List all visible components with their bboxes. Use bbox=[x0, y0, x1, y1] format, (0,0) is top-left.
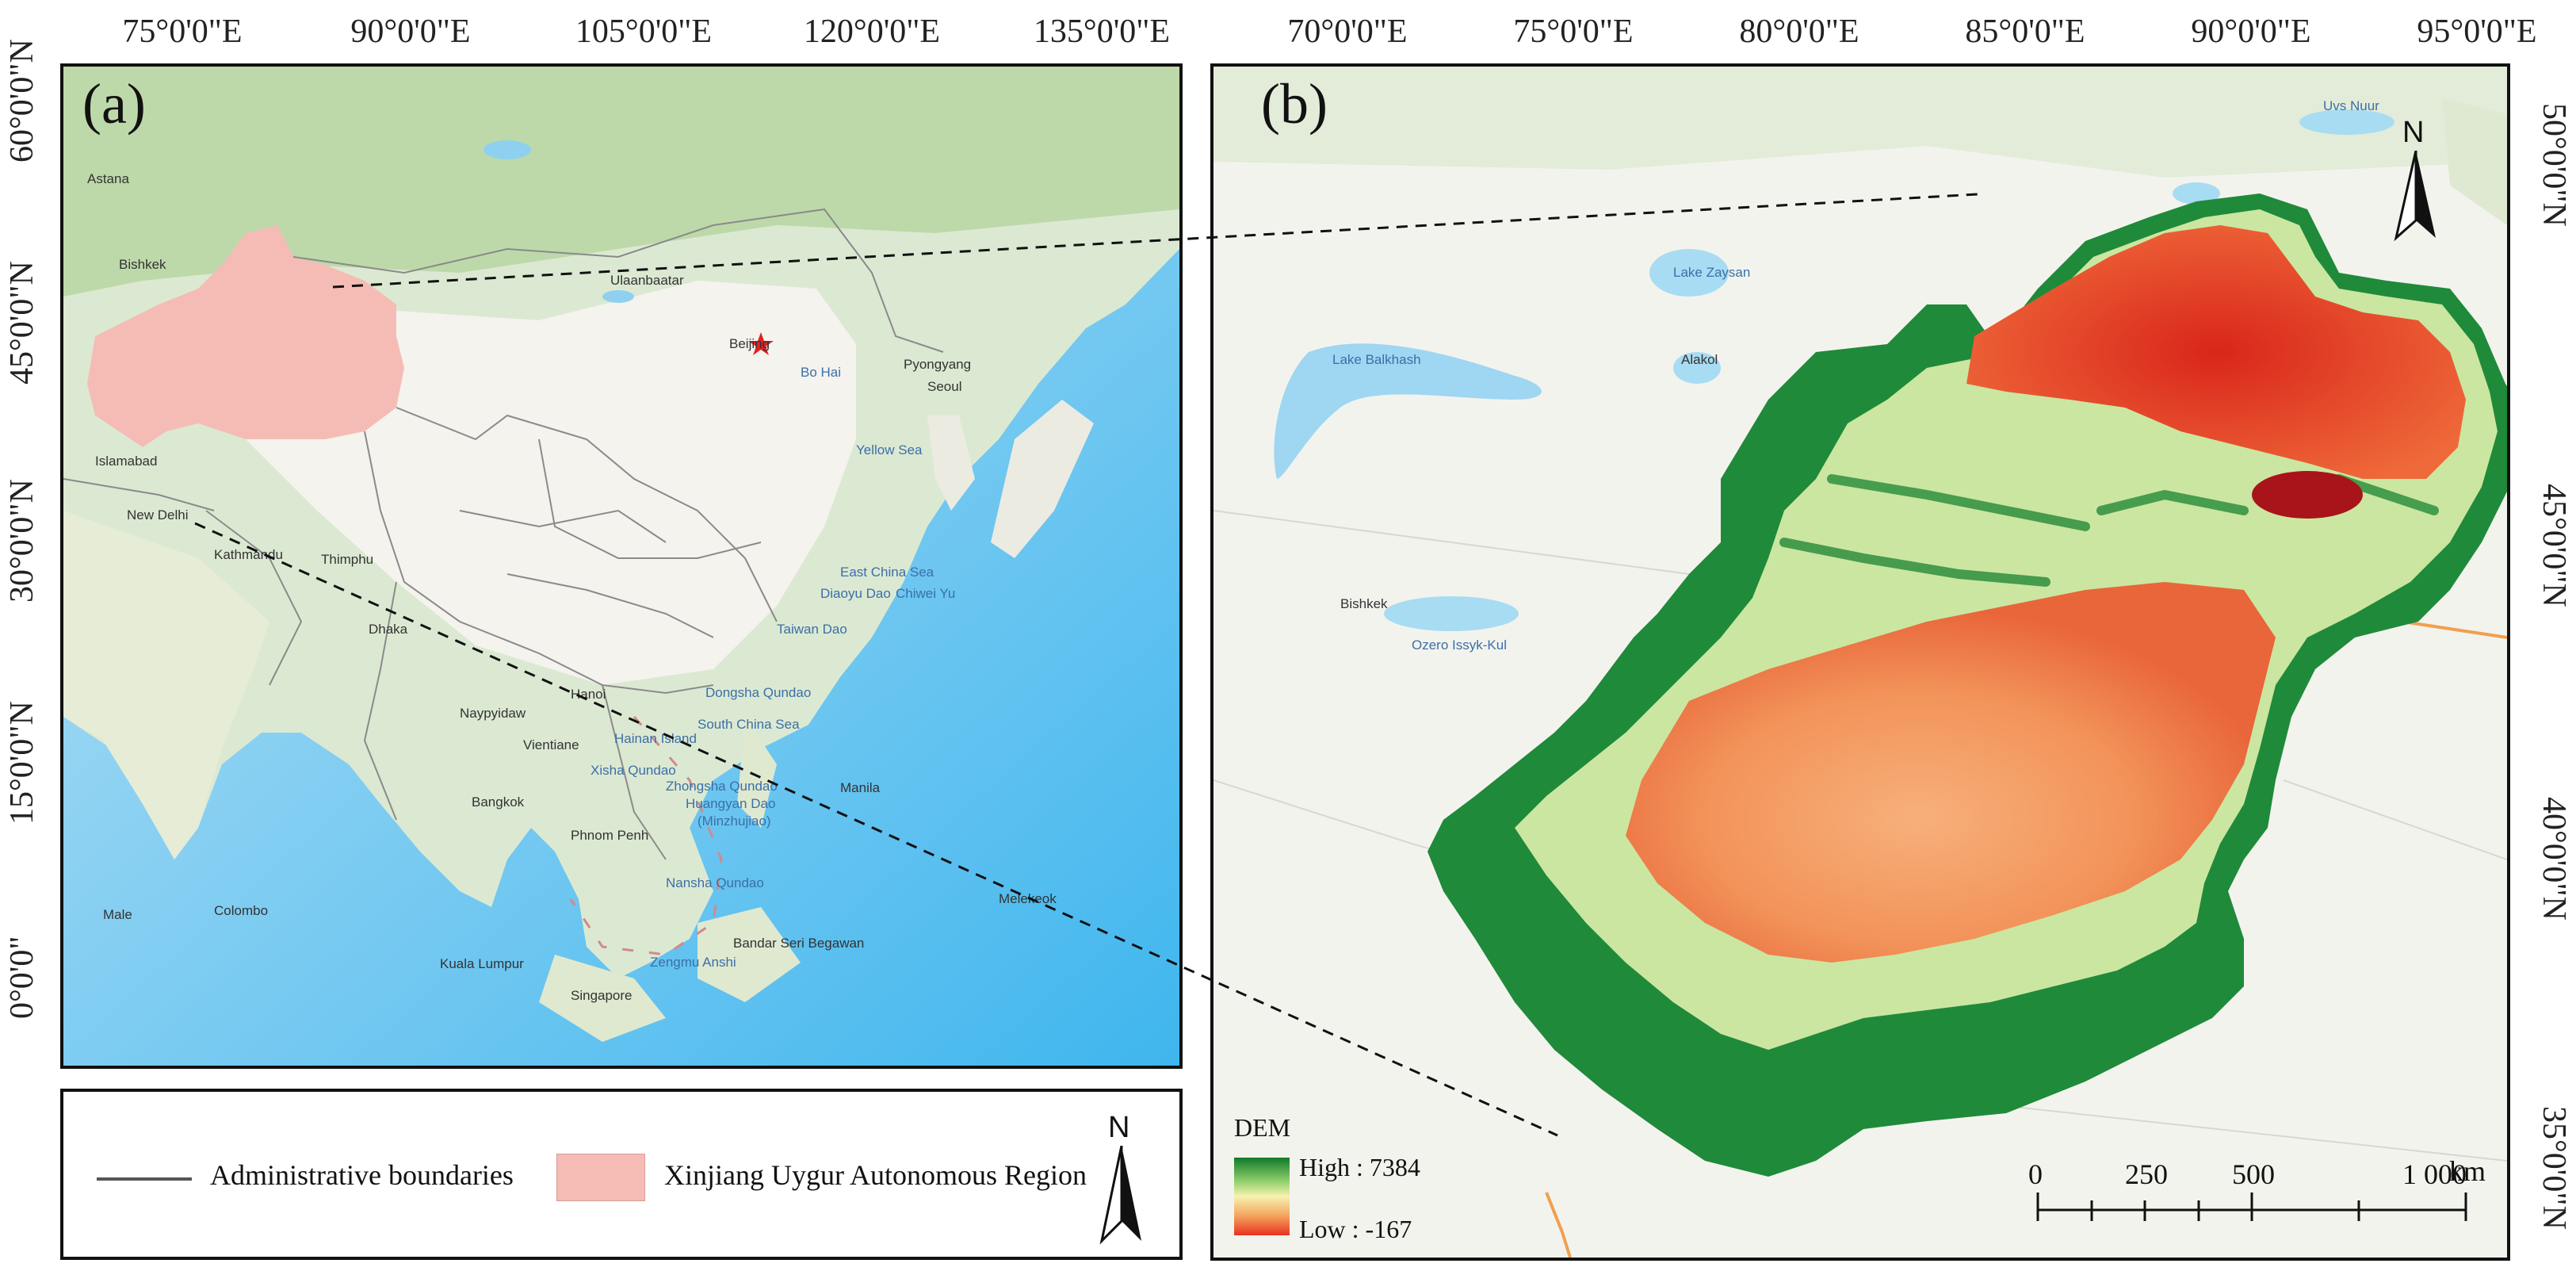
place-label: Pyongyang bbox=[904, 357, 972, 372]
tick-b-lon-80: 80°0'0"E bbox=[1739, 13, 1859, 50]
tick-b-lat-35: 35°0'0"N bbox=[2536, 1106, 2572, 1230]
legend-xinjiang-label: Xinjiang Uygur Autonomous Region bbox=[664, 1159, 1087, 1191]
dem-low-label: Low : -167 bbox=[1299, 1215, 1412, 1243]
tick-b-lon-95: 95°0'0"E bbox=[2417, 13, 2537, 50]
tick-b-lon-90: 90°0'0"E bbox=[2191, 13, 2311, 50]
tick-a-lat-0: 0°0'0" bbox=[4, 936, 40, 1019]
place-label: Lake Balkhash bbox=[1332, 352, 1421, 367]
tick-a-lat-60: 60°0'0"N bbox=[4, 39, 40, 163]
place-label: Kuala Lumpur bbox=[440, 956, 524, 971]
place-label: Xisha Qundao bbox=[590, 763, 676, 778]
place-label: New Delhi bbox=[127, 507, 189, 523]
tick-b-lon-70: 70°0'0"E bbox=[1287, 13, 1408, 50]
place-label: Hainan Island bbox=[614, 731, 697, 746]
tick-a-lon-135: 135°0'0"E bbox=[1033, 13, 1171, 50]
scale-bar bbox=[2036, 1193, 2467, 1221]
dem-legend-title: DEM bbox=[1234, 1113, 1291, 1142]
place-label: Nansha Qundao bbox=[666, 875, 764, 890]
place-label: Diaoyu Dao bbox=[820, 586, 891, 601]
scale-label-250: 250 bbox=[2125, 1158, 2168, 1190]
tick-a-lat-45: 45°0'0"N bbox=[4, 261, 40, 385]
place-label: Dhaka bbox=[369, 622, 408, 637]
place-label: Beijing bbox=[729, 336, 770, 351]
xinjiang-swatch bbox=[556, 1154, 645, 1201]
legend-admin-label: Administrative boundaries bbox=[210, 1159, 514, 1191]
place-label: Alakol bbox=[1681, 352, 1718, 367]
tick-a-lon-120: 120°0'0"E bbox=[803, 13, 941, 50]
tick-b-lon-85: 85°0'0"E bbox=[1965, 13, 2085, 50]
scale-label-500: 500 bbox=[2232, 1158, 2275, 1190]
place-label: Phnom Penh bbox=[571, 828, 649, 843]
place-label: Huangyan Dao bbox=[686, 796, 776, 811]
place-label: Bishkek bbox=[119, 257, 166, 272]
scale-label-1000: 1 000 bbox=[2402, 1158, 2467, 1190]
place-label: Ulaanbaatar bbox=[610, 273, 684, 288]
place-label: Singapore bbox=[571, 988, 633, 1003]
tick-b-lat-45: 45°0'0"N bbox=[2536, 484, 2572, 607]
legend-panel: Administrative boundaries Xinjiang Uygur… bbox=[60, 1089, 1183, 1260]
tick-a-lon-105: 105°0'0"E bbox=[575, 13, 713, 50]
tick-b-lon-75: 75°0'0"E bbox=[1513, 13, 1634, 50]
place-label: Yellow Sea bbox=[856, 442, 923, 457]
xinjiang-highlight bbox=[87, 225, 404, 447]
place-label: Lake Zaysan bbox=[1673, 265, 1751, 280]
place-label: (Minzhujiao) bbox=[698, 814, 771, 829]
dem-high-label: High : 7384 bbox=[1299, 1153, 1420, 1181]
tick-a-lon-90: 90°0'0"E bbox=[350, 13, 471, 50]
tick-a-lon-75: 75°0'0"E bbox=[122, 13, 243, 50]
scale-unit: km bbox=[2449, 1155, 2486, 1187]
place-label: Uvs Nuur bbox=[2323, 98, 2379, 113]
tick-b-lat-40: 40°0'0"N bbox=[2536, 797, 2572, 921]
panel-a-label: (a) bbox=[82, 72, 146, 136]
scale-label-0: 0 bbox=[2028, 1158, 2043, 1190]
tick-a-lat-30: 30°0'0"N bbox=[4, 479, 40, 603]
place-label: Taiwan Dao bbox=[777, 622, 847, 637]
place-label: Thimphu bbox=[321, 552, 374, 567]
place-label: Bo Hai bbox=[801, 365, 842, 380]
place-label: Bangkok bbox=[472, 794, 525, 810]
place-label: Zhongsha Qundao bbox=[666, 779, 778, 794]
place-label: Astana bbox=[87, 171, 129, 186]
place-label: Islamabad bbox=[95, 454, 158, 469]
place-label: Zengmu Anshi bbox=[650, 955, 736, 970]
place-label: Colombo bbox=[214, 903, 269, 918]
place-label: East China Sea bbox=[840, 565, 934, 580]
place-label: South China Sea bbox=[698, 717, 800, 732]
map-panel-a[interactable]: (a) Astana Bishkek Ulaanbaatar Beijing B… bbox=[60, 63, 1183, 1069]
north-arrow-icon: N bbox=[1094, 1111, 1149, 1246]
place-label: Male bbox=[103, 907, 132, 922]
north-arrow-icon: N bbox=[2388, 116, 2444, 243]
place-label: Hanoi bbox=[571, 687, 606, 702]
place-label: Seoul bbox=[927, 379, 962, 394]
place-label: Chiwei Yu bbox=[896, 586, 956, 601]
map-panel-b[interactable]: (b) Lake Zaysan Lake Balkhash Alakol Bis… bbox=[1210, 63, 2510, 1261]
place-label: Manila bbox=[840, 780, 881, 795]
place-label: Kathmandu bbox=[214, 547, 283, 562]
map-b-base bbox=[1213, 67, 2507, 1258]
place-label: Naypyidaw bbox=[460, 706, 526, 721]
lake-balkhash bbox=[1274, 343, 1542, 479]
tick-a-lat-15: 15°0'0"N bbox=[4, 701, 40, 825]
tick-b-lat-50: 50°0'0"N bbox=[2536, 103, 2572, 227]
panel-b-label: (b) bbox=[1261, 72, 1328, 136]
admin-boundary-swatch bbox=[97, 1177, 192, 1181]
place-label: Vientiane bbox=[523, 737, 579, 752]
place-label: Dongsha Qundao bbox=[705, 685, 812, 700]
place-label: Melekeok bbox=[999, 891, 1057, 906]
dem-color-ramp bbox=[1234, 1158, 1290, 1235]
place-label: Ozero Issyk-Kul bbox=[1412, 637, 1507, 653]
place-label: Bandar Seri Begawan bbox=[733, 936, 865, 951]
place-label: Bishkek bbox=[1340, 596, 1388, 611]
